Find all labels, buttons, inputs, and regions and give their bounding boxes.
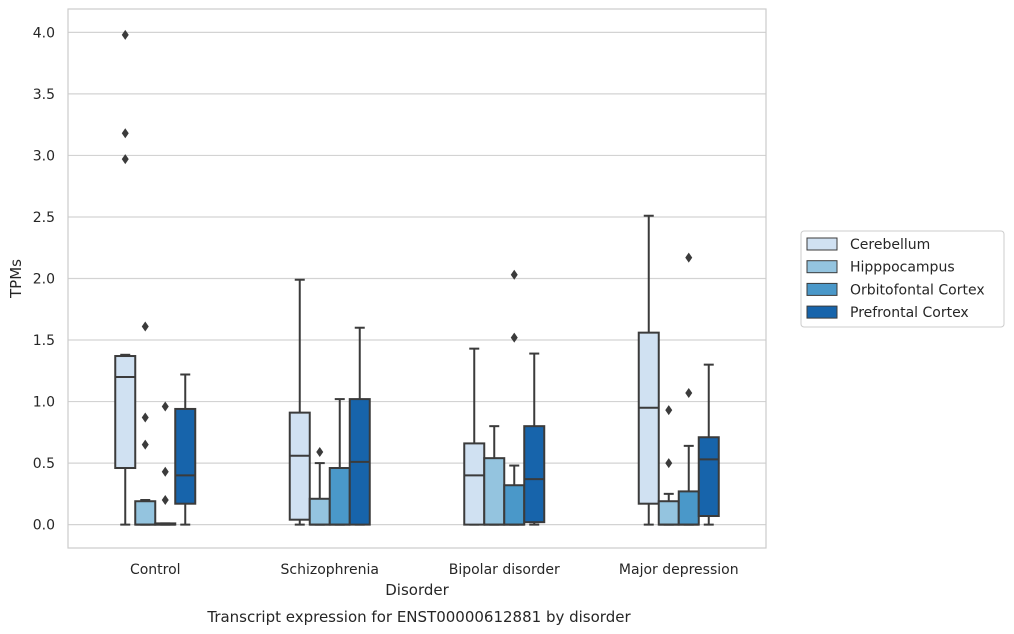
outlier-point: [665, 405, 673, 416]
box-iqr: [677, 490, 700, 526]
box-iqr: [328, 467, 351, 526]
y-tick-labels: 0.0 0.5 1.0 1.5 2.0 2.5 3.0 3.5 4.0: [33, 25, 55, 533]
legend-swatch: [806, 260, 838, 274]
y-tick-label: 0.5: [33, 456, 55, 472]
box-orbitofontal-cortex: [154, 401, 177, 526]
y-tick-label: 1.5: [33, 333, 55, 349]
legend-swatch: [806, 237, 838, 251]
outlier-point: [161, 495, 169, 506]
box-cerebellum: [637, 214, 660, 526]
outlier-point: [141, 412, 149, 423]
outlier-point: [685, 252, 693, 263]
y-tick-label: 3.0: [33, 148, 55, 164]
box-cerebellum: [288, 278, 311, 526]
y-tick-label: 2.0: [33, 272, 55, 288]
box-iqr: [174, 407, 197, 505]
box-iqr: [134, 500, 157, 526]
outlier-point: [316, 447, 324, 458]
outlier-point: [161, 466, 169, 477]
outlier-point: [141, 321, 149, 332]
outlier-point: [510, 332, 518, 343]
y-tick-label: 2.5: [33, 210, 55, 226]
box-iqr: [114, 355, 137, 470]
box-hipppocampus: [134, 321, 157, 526]
box-orbitofontal-cortex: [677, 252, 700, 526]
x-tick-label: Schizophrenia: [281, 562, 379, 578]
y-tick-label: 3.5: [33, 87, 55, 103]
x-tick-label: Control: [130, 562, 181, 578]
x-axis-label: Disorder: [385, 581, 449, 599]
box-iqr: [637, 331, 660, 505]
box-iqr: [697, 436, 720, 518]
legend-label: Prefrontal Cortex: [850, 305, 969, 321]
box-iqr: [503, 484, 526, 526]
legend-label: Orbitofontal Cortex: [850, 282, 985, 298]
box-iqr: [288, 411, 311, 521]
outlier-point: [121, 128, 129, 139]
y-axis-label: TPMs: [7, 259, 25, 299]
legend-swatch: [806, 282, 838, 296]
outlier-point: [161, 401, 169, 412]
x-tick-labels: Control Schizophrenia Bipolar disorder Majo…: [130, 562, 739, 578]
boxes-layer: [114, 29, 720, 526]
box-cerebellum: [114, 29, 137, 526]
y-tick-label: 0.0: [33, 518, 55, 534]
outlier-point: [665, 458, 673, 469]
outlier-point: [121, 154, 129, 165]
x-tick-label: Major depression: [619, 562, 739, 578]
box-prefrontal-cortex: [174, 373, 197, 526]
chart-caption: Transcript expression for ENST0000061288…: [206, 608, 631, 626]
box-cerebellum: [463, 347, 486, 526]
legend-frame: [800, 230, 1005, 328]
box-iqr: [657, 500, 680, 526]
outlier-point: [121, 29, 129, 40]
x-tick-label: Bipolar disorder: [449, 562, 560, 578]
outlier-point: [685, 387, 693, 398]
box-iqr: [308, 497, 331, 526]
box-iqr: [483, 457, 506, 526]
box-prefrontal-cortex: [523, 352, 546, 526]
outlier-point: [510, 269, 518, 280]
legend: Cerebellum Hipppocampus Orbitofontal Corte…: [800, 230, 1005, 328]
plot-frame: [67, 8, 767, 549]
legend-label: Cerebellum: [850, 237, 930, 253]
legend-swatch: [806, 305, 838, 319]
box-prefrontal-cortex: [697, 363, 720, 526]
box-iqr: [463, 442, 486, 526]
y-tick-label: 1.0: [33, 395, 55, 411]
box-prefrontal-cortex: [348, 326, 371, 526]
legend-label: Hipppocampus: [850, 260, 955, 276]
box-iqr: [523, 425, 546, 524]
outlier-point: [141, 439, 149, 450]
y-tick-label: 4.0: [33, 25, 55, 41]
